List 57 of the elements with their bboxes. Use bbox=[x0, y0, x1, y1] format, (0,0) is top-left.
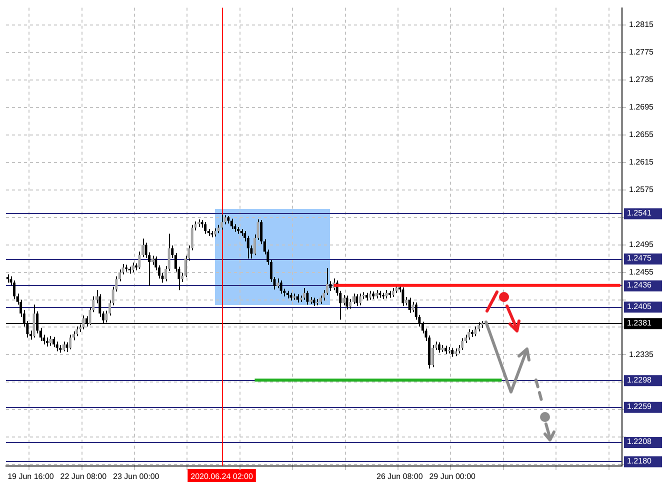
candlestick bbox=[402, 286, 404, 306]
candlestick bbox=[13, 280, 16, 300]
x-tick-label: 29 Jun 00:00 bbox=[429, 472, 476, 482]
candlestick bbox=[280, 280, 282, 294]
candlestick bbox=[346, 295, 348, 310]
candlestick bbox=[358, 293, 362, 306]
candlestick bbox=[276, 278, 279, 289]
candlestick bbox=[356, 294, 358, 306]
x-tick-label: 22 Jun 08:00 bbox=[60, 472, 108, 482]
candlestick bbox=[302, 288, 306, 300]
y-tick-label: 1.2455 bbox=[629, 267, 654, 276]
ref-line-label: 1.2298 bbox=[627, 375, 652, 384]
candlestick bbox=[342, 294, 345, 306]
ref-line-label: 1.2475 bbox=[627, 254, 652, 263]
ref-line-label: 1.2180 bbox=[627, 456, 652, 466]
candlestick bbox=[468, 328, 470, 340]
candlestick bbox=[329, 280, 332, 292]
candlestick bbox=[474, 326, 477, 337]
y-tick-label: 1.2775 bbox=[629, 48, 654, 57]
ref-line-label: 1.2381 bbox=[627, 318, 652, 328]
candlestick bbox=[230, 218, 233, 230]
candlestick bbox=[98, 294, 102, 318]
candlestick bbox=[352, 293, 355, 304]
candlestick bbox=[132, 262, 134, 273]
candlestick bbox=[408, 297, 411, 314]
x-tick-label: 19 Jun 16:00 bbox=[8, 472, 54, 482]
y-tick-label: 1.2575 bbox=[629, 185, 654, 194]
y-tick-label: 1.2335 bbox=[629, 350, 654, 359]
x-tick-label: 2020.06.24 02:00 bbox=[190, 472, 254, 482]
candlestick bbox=[461, 338, 464, 350]
ref-line-label: 1.2436 bbox=[627, 280, 652, 290]
x-tick-label: 26 Jun 08:00 bbox=[376, 472, 424, 482]
y-tick-label: 1.2495 bbox=[629, 240, 654, 250]
candlestick bbox=[349, 298, 352, 310]
candlestick bbox=[69, 334, 72, 350]
y-tick-label: 1.2615 bbox=[629, 158, 654, 167]
candlestick bbox=[204, 222, 207, 234]
ref-line-label: 1.2259 bbox=[627, 402, 652, 412]
ref-line-label: 1.2405 bbox=[627, 302, 652, 311]
candlestick bbox=[66, 342, 68, 352]
candlestick bbox=[62, 341, 65, 352]
y-tick-label: 1.2655 bbox=[629, 130, 654, 140]
y-tick-label: 1.2815 bbox=[629, 20, 654, 30]
candlestick bbox=[220, 214, 223, 230]
ref-line-label: 1.2208 bbox=[627, 437, 652, 446]
candlestick bbox=[246, 235, 250, 260]
candlestick bbox=[76, 326, 78, 337]
y-tick-label: 1.2695 bbox=[629, 102, 654, 112]
candlestick bbox=[56, 341, 58, 352]
candlestick bbox=[306, 290, 309, 306]
y-tick-label: 1.2735 bbox=[629, 75, 654, 84]
ref-line-label: 1.2541 bbox=[627, 208, 652, 218]
x-tick-label: 23 Jun 00:00 bbox=[112, 472, 160, 482]
candlestick bbox=[52, 336, 55, 348]
candlestick bbox=[438, 342, 440, 354]
candlestick bbox=[49, 336, 52, 346]
candlestick bbox=[412, 301, 414, 313]
